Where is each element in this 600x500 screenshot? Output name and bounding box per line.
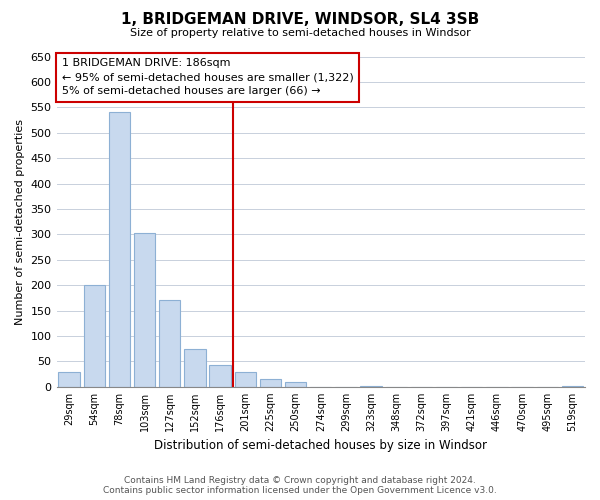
Y-axis label: Number of semi-detached properties: Number of semi-detached properties — [15, 118, 25, 324]
Bar — [209, 366, 231, 387]
Bar — [83, 285, 105, 387]
Text: Contains HM Land Registry data © Crown copyright and database right 2024.
Contai: Contains HM Land Registry data © Crown c… — [103, 476, 497, 495]
Text: 1, BRIDGEMAN DRIVE, WINDSOR, SL4 3SB: 1, BRIDGEMAN DRIVE, WINDSOR, SL4 3SB — [121, 12, 479, 28]
Bar — [235, 372, 256, 387]
Bar — [184, 348, 206, 387]
Bar — [361, 386, 382, 387]
Bar — [58, 372, 80, 387]
Bar — [562, 386, 583, 387]
Bar — [134, 234, 155, 387]
Bar — [260, 379, 281, 387]
Bar — [109, 112, 130, 387]
Text: Size of property relative to semi-detached houses in Windsor: Size of property relative to semi-detach… — [130, 28, 470, 38]
Bar — [159, 300, 181, 387]
Bar — [285, 382, 307, 387]
Text: 1 BRIDGEMAN DRIVE: 186sqm
← 95% of semi-detached houses are smaller (1,322)
5% o: 1 BRIDGEMAN DRIVE: 186sqm ← 95% of semi-… — [62, 58, 353, 96]
X-axis label: Distribution of semi-detached houses by size in Windsor: Distribution of semi-detached houses by … — [154, 440, 487, 452]
